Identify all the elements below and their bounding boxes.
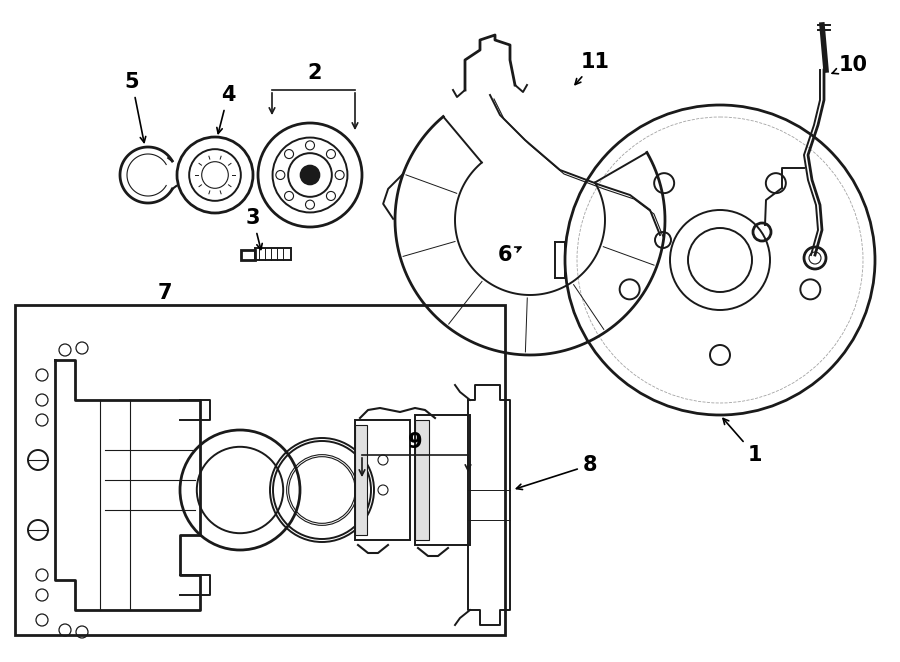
Bar — [355, 425, 367, 535]
Text: 7: 7 — [158, 283, 172, 303]
Bar — [255, 248, 291, 260]
Text: 11: 11 — [575, 52, 609, 85]
Bar — [15, 305, 505, 635]
Text: 5: 5 — [125, 72, 146, 142]
Text: 4: 4 — [217, 85, 235, 134]
Text: 1: 1 — [723, 418, 762, 465]
Bar — [241, 250, 255, 260]
Text: 8: 8 — [517, 455, 598, 489]
Bar — [415, 415, 470, 545]
Text: 6: 6 — [498, 245, 521, 265]
Bar — [355, 420, 410, 540]
Circle shape — [301, 166, 320, 184]
Text: 3: 3 — [246, 208, 262, 250]
Text: 9: 9 — [408, 432, 422, 452]
Text: 10: 10 — [832, 55, 868, 75]
Bar — [415, 420, 429, 540]
Text: 2: 2 — [308, 63, 322, 83]
